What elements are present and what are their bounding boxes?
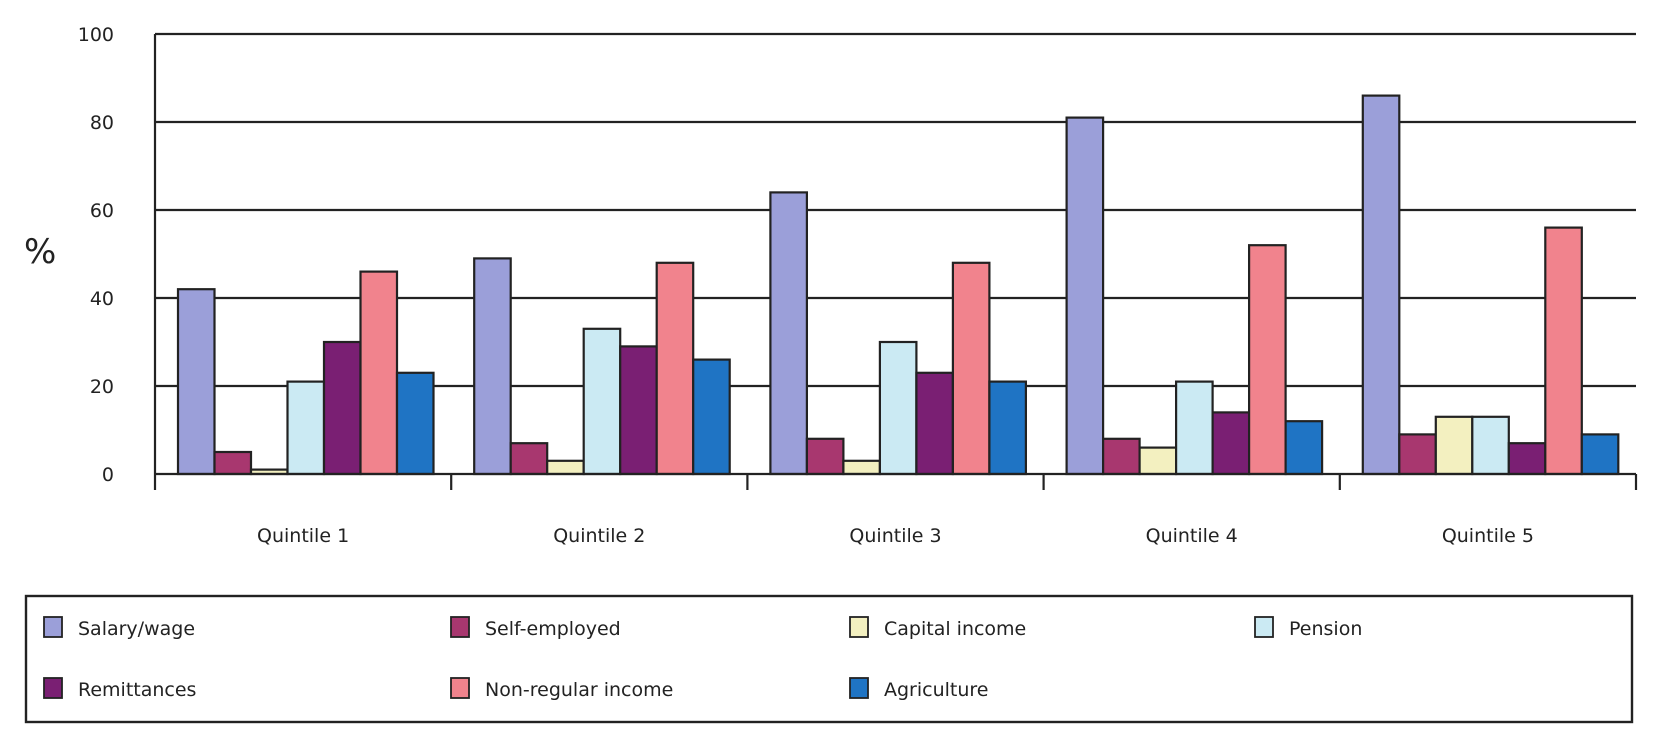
bar xyxy=(1434,415,1474,476)
bar xyxy=(1284,420,1324,476)
legend: Salary/wage Self-employed Capital income Pe… xyxy=(24,594,1634,724)
legend-swatch xyxy=(450,677,470,699)
y-axis-label: % xyxy=(24,232,56,272)
legend-box xyxy=(24,594,1634,724)
bar xyxy=(1065,116,1105,476)
legend-swatch xyxy=(1254,616,1274,638)
category-label: Quintile 5 xyxy=(1442,525,1534,547)
category-label: Quintile 3 xyxy=(849,525,941,547)
category-label: Quintile 1 xyxy=(257,525,349,547)
bar xyxy=(878,340,918,476)
bar xyxy=(805,437,845,476)
y-tick-label: 40 xyxy=(90,288,114,310)
bars xyxy=(176,94,1620,476)
y-tick-labels: 0 20 40 60 80 100 xyxy=(78,24,114,486)
category-label: Quintile 2 xyxy=(553,525,645,547)
y-tick-label: 0 xyxy=(102,464,114,486)
bar xyxy=(951,261,991,476)
bar xyxy=(322,340,362,476)
bar xyxy=(1361,94,1401,476)
legend-label: Pension xyxy=(1289,618,1362,640)
axes xyxy=(153,34,1638,490)
bar xyxy=(1174,380,1214,476)
bar xyxy=(769,191,809,476)
bar xyxy=(1247,244,1287,476)
legend-label: Agriculture xyxy=(884,679,989,701)
y-tick-label: 20 xyxy=(90,376,114,398)
category-labels: Quintile 1 Quintile 2 Quintile 3 Quintile 4… xyxy=(257,525,1534,547)
bar xyxy=(619,345,658,476)
bar xyxy=(1507,442,1547,476)
bar xyxy=(582,327,622,476)
bar xyxy=(692,358,731,476)
y-tick-label: 100 xyxy=(78,24,114,46)
legend-swatch xyxy=(450,616,470,638)
category-label: Quintile 4 xyxy=(1146,525,1238,547)
bar xyxy=(286,380,326,476)
bar xyxy=(473,257,512,476)
bar xyxy=(509,442,549,476)
legend-swatch xyxy=(43,677,63,699)
y-tick-label: 60 xyxy=(90,200,114,222)
bar xyxy=(176,288,216,476)
legend-label: Remittances xyxy=(78,679,196,701)
bar xyxy=(1471,415,1510,476)
bar xyxy=(1398,433,1437,476)
bar xyxy=(1544,226,1583,476)
bar xyxy=(1211,411,1251,476)
legend-swatch xyxy=(849,616,869,638)
legend-label: Self-employed xyxy=(485,618,621,640)
bar xyxy=(1580,433,1620,476)
legend-label: Capital income xyxy=(884,618,1026,640)
y-tick-label: 80 xyxy=(90,112,114,134)
bar xyxy=(359,270,399,476)
legend-label: Salary/wage xyxy=(78,618,195,640)
legend-label: Non-regular income xyxy=(485,679,673,701)
bar xyxy=(546,459,585,476)
bar xyxy=(915,371,955,476)
bar xyxy=(1101,437,1141,476)
bar xyxy=(842,459,882,476)
bar xyxy=(655,261,695,476)
bar xyxy=(1138,446,1178,476)
bar xyxy=(213,450,253,476)
legend-swatch xyxy=(849,677,869,699)
bar xyxy=(988,380,1028,476)
legend-swatch xyxy=(43,616,63,638)
bar xyxy=(395,371,435,476)
